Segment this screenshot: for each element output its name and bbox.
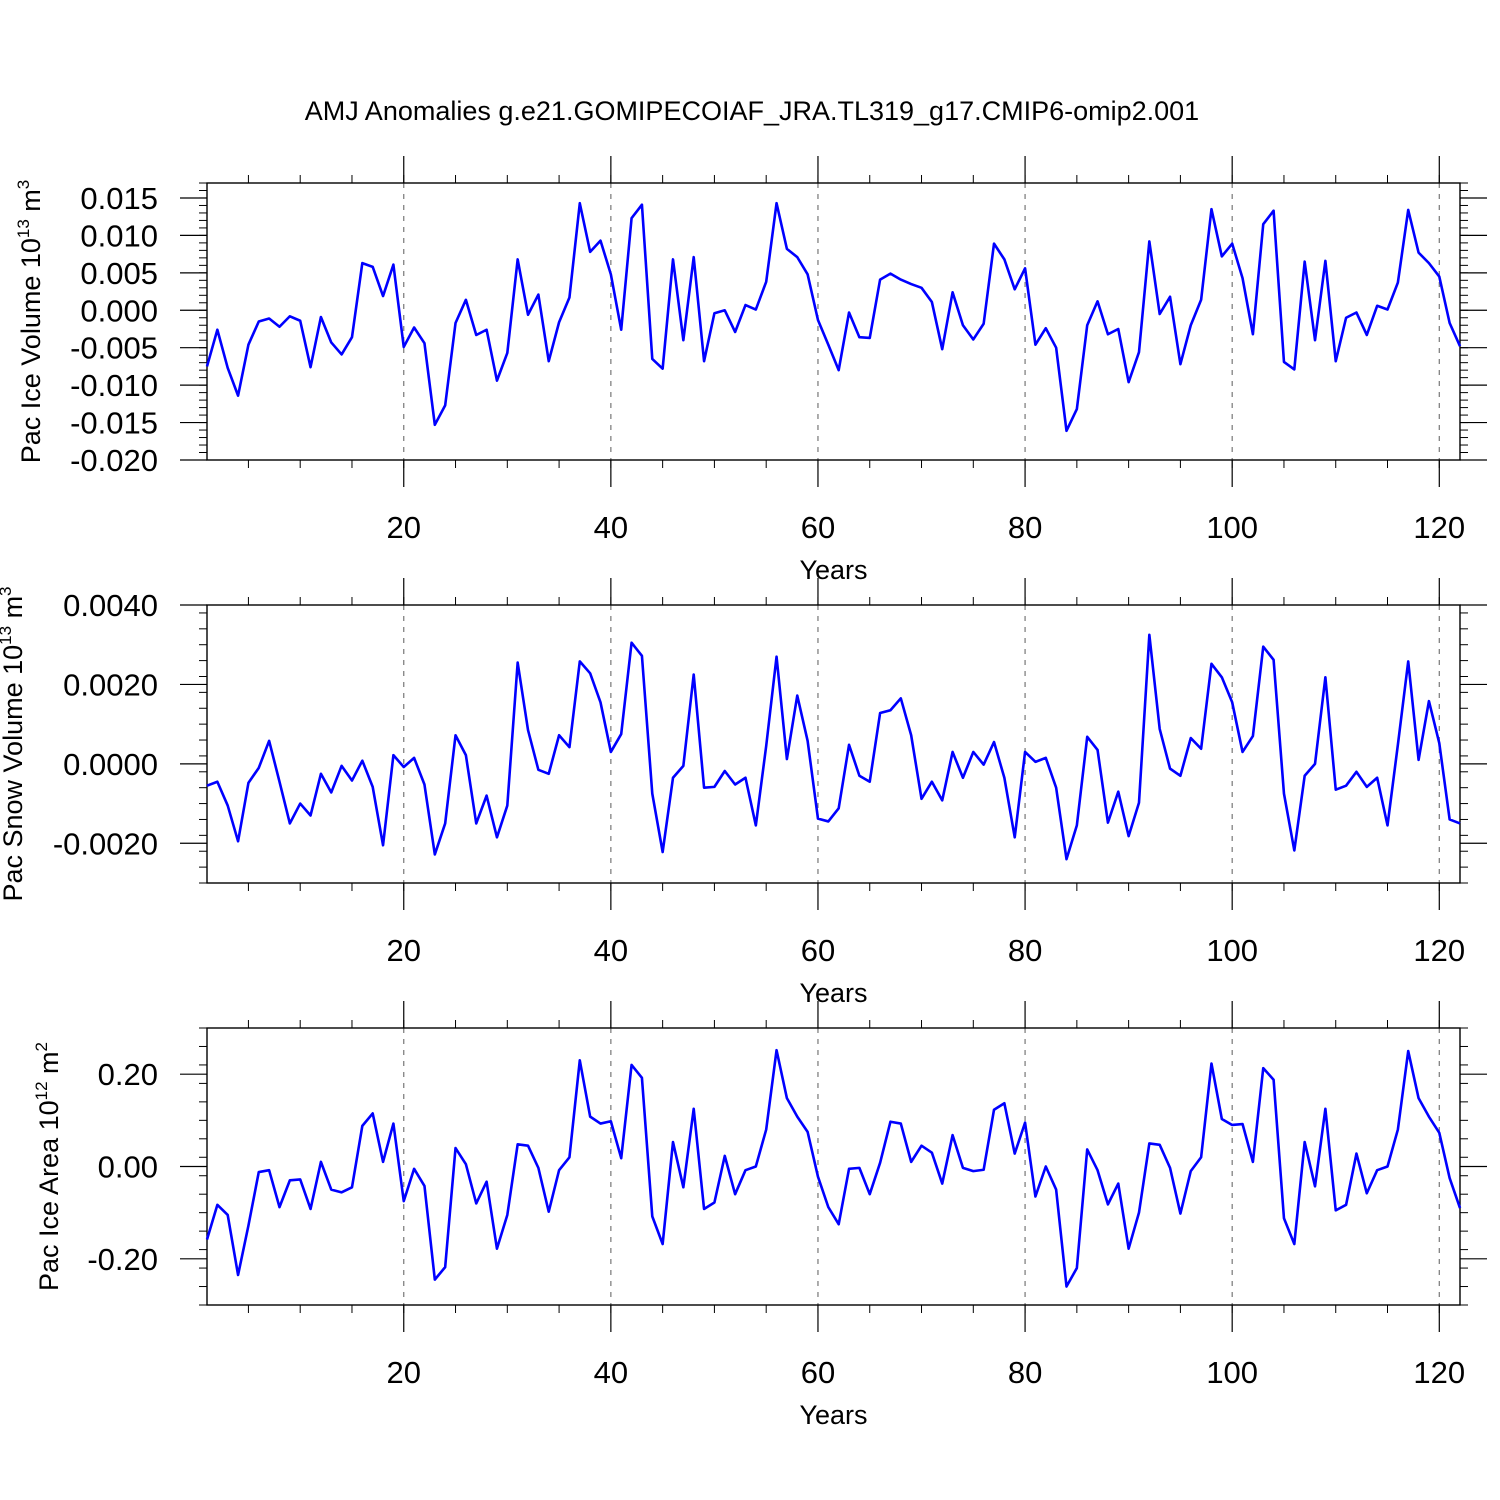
- x-tick-label: 100: [1206, 1355, 1258, 1390]
- plot-frame: [206, 1027, 1461, 1306]
- y-tick-label: 0.0000: [63, 747, 158, 782]
- x-tick-label: 40: [594, 933, 628, 968]
- y-tick-label: 0.000: [80, 293, 158, 328]
- series-line: [206, 633, 1461, 861]
- y-axis-label: Pac Ice Volume 1013 m3: [14, 180, 46, 464]
- plot-frame: [206, 604, 1461, 884]
- x-tick-label: 120: [1413, 933, 1465, 968]
- chart-title: AMJ Anomalies g.e21.GOMIPECOIAF_JRA.TL31…: [305, 96, 1199, 126]
- y-tick-label: -0.005: [70, 331, 158, 366]
- y-tick-label: 0.005: [80, 256, 158, 291]
- x-tick-label: 80: [1008, 933, 1042, 968]
- x-tick-label: 120: [1413, 1355, 1465, 1390]
- x-tick-label: 120: [1413, 510, 1465, 545]
- y-tick-label: 0.0020: [63, 667, 158, 702]
- panel-2: -0.0020 0.0000 0.0020 0.0040 20 40 60 80 100 120 Y…: [0, 578, 1487, 1008]
- x-tick-label: 80: [1008, 1355, 1042, 1390]
- series-line: [205, 1048, 1462, 1288]
- panel-1: -0.020-0.015-0.010-0.0050.0000.0050.0100…: [14, 156, 1487, 585]
- x-tick-label: 60: [801, 1355, 835, 1390]
- x-tick-label: 40: [594, 1355, 628, 1390]
- x-tick-label: 100: [1206, 933, 1258, 968]
- y-tick-label: -0.020: [70, 443, 158, 478]
- y-tick-label: -0.20: [87, 1242, 158, 1277]
- y-axis-label: Pac Ice Area 1012 m2: [32, 1042, 64, 1291]
- y-tick-label: 0.00: [98, 1150, 158, 1185]
- x-axis-label: Years: [799, 978, 867, 1008]
- series-line: [205, 201, 1462, 433]
- y-tick-label: 0.015: [80, 181, 158, 216]
- x-tick-label: 40: [594, 510, 628, 545]
- y-tick-label: 0.20: [98, 1057, 158, 1092]
- y-tick-label: -0.015: [70, 406, 158, 441]
- x-tick-label: 60: [801, 933, 835, 968]
- plot-frame: [206, 182, 1461, 461]
- y-axis-label: Pac Snow Volume 1013 m3: [0, 586, 28, 901]
- y-tick-label: -0.0020: [53, 826, 158, 861]
- x-tick-label: 20: [387, 933, 421, 968]
- y-tick-label: 0.0040: [63, 588, 158, 623]
- y-tick-label: 0.010: [80, 218, 158, 253]
- x-tick-label: 20: [387, 510, 421, 545]
- chart-panels: -0.020-0.015-0.010-0.0050.0000.0050.0100…: [0, 156, 1487, 1430]
- y-tick-label: -0.010: [70, 368, 158, 403]
- x-tick-label: 100: [1206, 510, 1258, 545]
- x-tick-label: 80: [1008, 510, 1042, 545]
- x-axis-label: Years: [799, 555, 867, 585]
- x-axis-label: Years: [799, 1400, 867, 1430]
- x-tick-label: 60: [801, 510, 835, 545]
- panel-3: -0.20 0.00 0.20 20 40 60 80 100 120 Years Pac Ice …: [32, 1001, 1487, 1430]
- x-tick-label: 20: [387, 1355, 421, 1390]
